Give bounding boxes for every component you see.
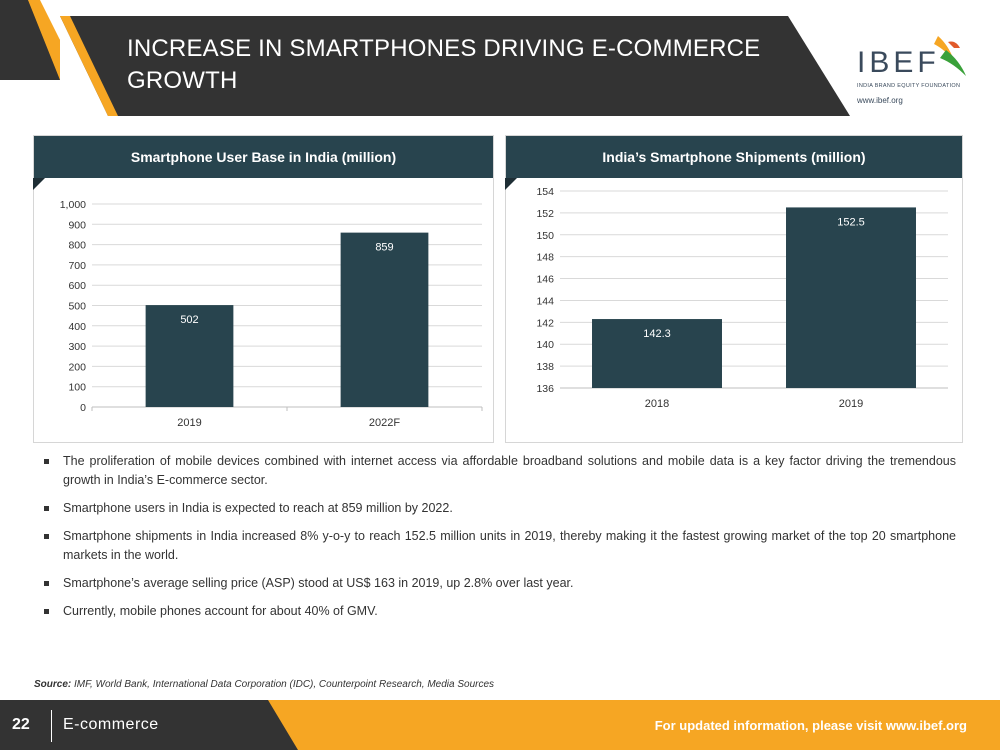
y-tick-label: 138 [536, 361, 554, 373]
y-tick-label: 136 [536, 383, 554, 395]
y-tick-label: 800 [68, 240, 86, 252]
source-note: Source: IMF, World Bank, International D… [34, 679, 494, 690]
y-tick-label: 142 [536, 317, 554, 329]
y-tick-label: 148 [536, 252, 554, 264]
bar-value-label: 502 [180, 314, 198, 326]
section-name: E-commerce [63, 716, 159, 733]
y-tick-label: 100 [68, 382, 86, 394]
y-tick-label: 144 [536, 295, 554, 307]
bullet-item: Smartphone shipments in India increased … [44, 527, 956, 565]
bullet-item: Smartphone users in India is expected to… [44, 499, 956, 518]
x-category-label: 2019 [839, 398, 863, 410]
bar-2019 [145, 305, 234, 407]
chart-panel-shipments: 136 138 140 142 144 146 148 150 152 154 142.3 2018 1… [505, 135, 963, 443]
bullet-item: The proliferation of mobile devices comb… [44, 452, 956, 490]
y-tick-label: 146 [536, 274, 554, 286]
chart-title-shipments: India’s Smartphone Shipments (million) [506, 136, 962, 178]
chart-title-user-base: Smartphone User Base in India (million) [34, 136, 493, 178]
y-tick-label: 700 [68, 260, 86, 272]
footer-divider [51, 710, 52, 742]
chart-user-base: 0 100 200 300 400 500 600 700 800 900 1,000 502 2019… [60, 199, 483, 429]
chart-panel-user-base: 0 100 200 300 400 500 600 700 800 900 1,000 502 2019… [33, 135, 494, 443]
x-category-label: 2019 [177, 417, 201, 429]
source-label: Source: [34, 679, 72, 690]
y-tick-label: 900 [68, 219, 86, 231]
y-tick-label: 154 [536, 186, 554, 198]
chart-header-notch [505, 178, 517, 190]
bullet-marker-icon [44, 609, 49, 614]
bar-value-label: 142.3 [643, 328, 671, 340]
page-title: INCREASE IN SMARTPHONES DRIVING E-COMMER… [127, 33, 807, 97]
y-tick-label: 200 [68, 361, 86, 373]
bar-value-label: 152.5 [837, 216, 865, 228]
page-title-line-1: INCREASE IN SMARTPHONES DRIVING E-COMMER… [127, 35, 761, 62]
footer-band [0, 700, 1000, 750]
ibef-logo-bird-icon [934, 36, 966, 76]
header-corner-decoration [0, 0, 60, 80]
y-tick-label: 1,000 [60, 199, 86, 211]
y-tick-label: 140 [536, 339, 554, 351]
bullet-list: The proliferation of mobile devices comb… [44, 452, 956, 630]
header-title-band [60, 16, 850, 116]
logo-url: www.ibef.org [857, 96, 903, 105]
bullet-item: Currently, mobile phones account for abo… [44, 602, 956, 621]
logo-subtitle: INDIA BRAND EQUITY FOUNDATION [857, 83, 961, 89]
page-title-line-2: GROWTH [127, 67, 238, 94]
chart-header-notch [33, 178, 45, 190]
bullet-item: Smartphone’s average selling price (ASP)… [44, 574, 956, 593]
bar-2018 [592, 319, 722, 388]
y-tick-label: 600 [68, 280, 86, 292]
x-category-label: 2018 [645, 398, 669, 410]
y-tick-label: 0 [80, 402, 86, 414]
y-tick-label: 500 [68, 301, 86, 313]
page-number: 22 [12, 716, 30, 733]
y-tick-label: 300 [68, 341, 86, 353]
footer-website-note[interactable]: For updated information, please visit ww… [654, 718, 967, 733]
bar-value-label: 859 [375, 242, 393, 254]
source-text: IMF, World Bank, International Data Corp… [74, 679, 495, 690]
chart-shipments: 136 138 140 142 144 146 148 150 152 154 142.3 2018 1… [536, 186, 948, 410]
y-tick-label: 152 [536, 208, 554, 220]
y-tick-label: 150 [536, 230, 554, 242]
bullet-marker-icon [44, 506, 49, 511]
bullet-marker-icon [44, 581, 49, 586]
logo-text: IBEF [857, 46, 940, 79]
bar-2019 [786, 207, 916, 388]
bar-2022f [340, 232, 429, 407]
y-tick-label: 400 [68, 321, 86, 333]
bullet-marker-icon [44, 534, 49, 539]
x-category-label: 2022F [369, 417, 400, 429]
bullet-marker-icon [44, 459, 49, 464]
